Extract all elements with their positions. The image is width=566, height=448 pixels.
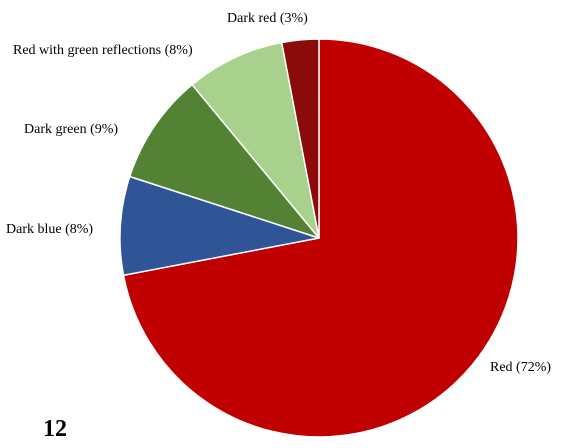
slice-label: Dark green (9%) [24, 122, 118, 137]
pie-slice [128, 83, 320, 239]
pie-slices [119, 38, 519, 438]
slice-label: Red with green reflections (8%) [13, 43, 193, 58]
pie-slice [280, 38, 320, 239]
slice-label: Dark red (3%) [227, 11, 308, 26]
pie-slice [119, 175, 320, 277]
pie-labels: Red (72%) Dark blue (8%) Dark green (9%) Re… [6, 11, 551, 375]
slice-label: Red (72%) [490, 360, 551, 375]
pie-slice [191, 41, 320, 239]
page-number: 12 [43, 416, 67, 442]
pie-slice [122, 38, 519, 438]
slice-label: Dark blue (8%) [6, 222, 93, 237]
